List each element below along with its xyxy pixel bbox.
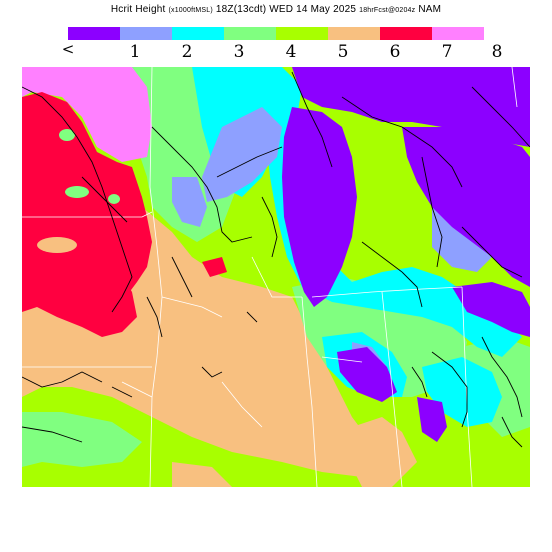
violet-region-ohio <box>417 397 447 442</box>
legend-label-6: 6 <box>389 42 401 62</box>
violet-region-southeast <box>452 282 530 337</box>
tan-region-southeast <box>352 417 417 487</box>
legend-swatch-6 <box>328 27 380 40</box>
chart-title: Hcrit Height (x1000ftMSL) 18Z(13cdt) WED… <box>0 4 552 15</box>
tan-region-south <box>172 462 232 487</box>
forecast-map <box>22 67 530 487</box>
green-spot-3 <box>108 194 120 204</box>
tan-spot-2 <box>149 317 165 327</box>
green-spot-1 <box>59 129 75 141</box>
legend-label-3: 3 <box>233 42 245 62</box>
color-legend <box>68 27 484 40</box>
legend-swatch-5 <box>276 27 328 40</box>
contour-lines <box>22 71 530 448</box>
legend-swatch-8 <box>432 27 484 40</box>
legend-label-8: 8 <box>491 42 503 62</box>
legend-label-5: 5 <box>337 42 349 62</box>
title-forecast: 18hrFcst@0204z <box>359 7 416 14</box>
state-boundaries <box>22 67 518 487</box>
legend-label-7: 7 <box>441 42 453 62</box>
pink-region-northwest <box>22 67 152 162</box>
legend-swatch-2 <box>120 27 172 40</box>
title-units: (x1000ftMSL) <box>168 7 213 14</box>
cyan-region-lake-shore <box>267 127 522 357</box>
violet-region-lake-superior <box>292 67 530 147</box>
red-region-west <box>22 242 137 337</box>
blue-region-northwest <box>202 107 282 202</box>
green-region-west <box>22 412 142 467</box>
red-region-small <box>202 257 227 277</box>
title-valid: 18Z(13cdt) WED 14 May 2025 <box>215 4 357 15</box>
title-field: Hcrit Height <box>110 4 166 15</box>
tan-spot-1 <box>37 237 77 253</box>
blue-region-east <box>432 207 492 272</box>
violet-region-lake-huron <box>402 127 530 287</box>
green-spot-2 <box>65 186 89 198</box>
legend-label-2: 2 <box>181 42 193 62</box>
legend-swatch-3 <box>172 27 224 40</box>
legend-swatch-7 <box>380 27 432 40</box>
legend-swatch-1 <box>68 27 120 40</box>
legend-swatch-4 <box>224 27 276 40</box>
blue-region-central <box>172 177 207 227</box>
violet-region-lake-michigan <box>282 107 357 307</box>
legend-label-less: < <box>61 40 75 58</box>
legend-label-4: 4 <box>285 42 297 62</box>
title-model: NAM <box>418 4 442 15</box>
legend-label-1: 1 <box>129 42 141 62</box>
